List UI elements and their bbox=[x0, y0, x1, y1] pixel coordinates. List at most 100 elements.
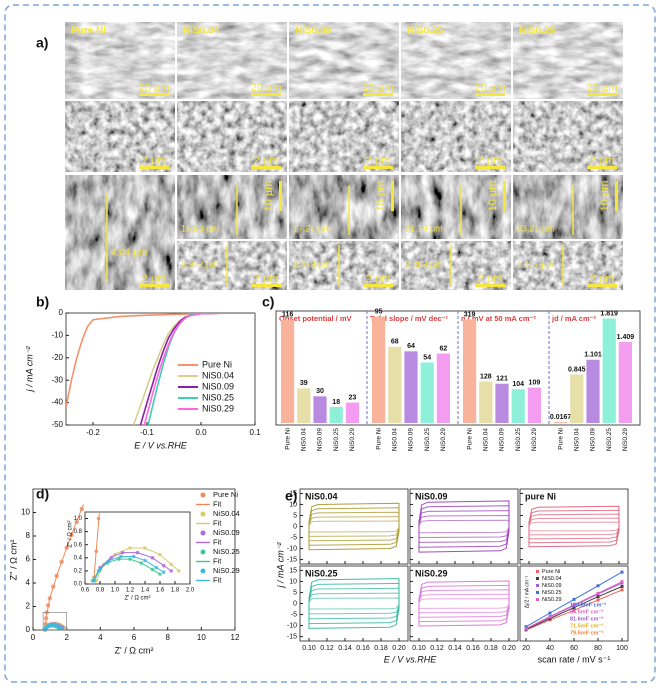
x-axis-label: E / V vs.RHE bbox=[384, 654, 438, 664]
data-point bbox=[572, 603, 576, 607]
x-tick-label: 20 bbox=[522, 645, 530, 652]
column-title: NiS0.09 bbox=[295, 26, 332, 37]
column-title: NiS0.29 bbox=[519, 26, 556, 37]
scale-label: 2 µm bbox=[254, 273, 279, 285]
legend-label: NiS0.04 bbox=[202, 370, 234, 380]
value-label: 1.409 bbox=[617, 334, 635, 341]
y-axis-label: j / mA cm⁻² bbox=[24, 346, 34, 393]
bar bbox=[281, 319, 295, 423]
y-tick-label: 4 bbox=[26, 578, 31, 587]
value-label: 0.845 bbox=[568, 366, 586, 373]
value-label: 54 bbox=[423, 354, 431, 361]
scale-label: 2 µm bbox=[478, 273, 503, 285]
bar bbox=[554, 422, 568, 423]
thickness-label: 4.04 µm bbox=[111, 248, 147, 259]
data-point bbox=[596, 584, 600, 588]
y-tick-label: 15 bbox=[289, 567, 297, 574]
cv-title: NiS0.09 bbox=[415, 491, 448, 501]
data-point bbox=[596, 595, 600, 599]
data-point bbox=[92, 578, 96, 583]
scale-bar bbox=[587, 284, 617, 287]
cv-title: pure Ni bbox=[525, 491, 556, 501]
y-tick-label: -10 bbox=[287, 622, 297, 629]
y-tick-label: -50 bbox=[51, 420, 63, 429]
bar bbox=[463, 319, 477, 423]
sem-image bbox=[65, 22, 175, 99]
group-title: η / mV at 50 mA cm⁻² bbox=[461, 314, 536, 323]
x-tick-label: 80 bbox=[594, 645, 602, 652]
scale-bar bbox=[139, 284, 169, 287]
sem-image bbox=[401, 175, 511, 239]
legend-swatch bbox=[536, 570, 539, 573]
x-tick-label: Pure Ni bbox=[466, 428, 473, 450]
fit-line bbox=[44, 504, 84, 629]
bar bbox=[511, 389, 525, 423]
cv-loop bbox=[418, 500, 510, 553]
x-tick-label: 0 bbox=[31, 633, 36, 642]
value-label: 116 bbox=[282, 312, 293, 319]
annotation: 100.8mF cm⁻² bbox=[570, 601, 606, 608]
legend-swatch bbox=[536, 577, 539, 580]
y-tick-label: 10 bbox=[289, 578, 297, 585]
value-label: 68 bbox=[391, 339, 399, 346]
x-tick-label: 12 bbox=[231, 633, 240, 642]
scale-label: 20 µm bbox=[587, 82, 618, 94]
sem-image bbox=[513, 22, 623, 99]
scale-label: 10 µm bbox=[599, 181, 611, 212]
x-tick-label: 1.4 bbox=[141, 588, 150, 594]
y-tick-label: 10 bbox=[289, 501, 297, 508]
bar bbox=[404, 351, 418, 423]
x-tick-label: NiS0.09 bbox=[590, 428, 597, 452]
x-tick-label: NiS0.04 bbox=[574, 428, 581, 452]
scale-bar bbox=[587, 166, 617, 169]
scale-bar bbox=[363, 166, 393, 169]
x-tick-label: 0.16 bbox=[466, 645, 480, 652]
cv-loop bbox=[418, 593, 510, 614]
x-tick-label: NiS0.29 bbox=[622, 428, 629, 452]
scale-label: 2 µm bbox=[590, 155, 615, 167]
value-label: 23 bbox=[349, 394, 357, 401]
legend-label: NiS0.25 bbox=[213, 547, 240, 556]
sem-image bbox=[513, 101, 623, 172]
x-tick-label: NiS0.04 bbox=[301, 428, 308, 452]
x-tick-label: 0.20 bbox=[502, 645, 516, 652]
value-label: 18 bbox=[332, 399, 340, 406]
legend-label: NiS0.04 bbox=[213, 509, 240, 518]
y-tick-label: -30 bbox=[51, 375, 63, 384]
legend-label: Fit bbox=[213, 575, 222, 584]
value-label: 39 bbox=[300, 380, 308, 387]
data-point bbox=[620, 580, 624, 584]
legend-swatch bbox=[536, 598, 539, 601]
x-tick-label: -0.2 bbox=[86, 428, 100, 437]
scale-label: 10 µm bbox=[375, 181, 387, 212]
x-tick-label: 0.10 bbox=[412, 645, 426, 652]
legend-label: NiS0.09 bbox=[202, 381, 234, 391]
x-tick-label: NiS0.04 bbox=[483, 428, 490, 452]
y-tick-label: 0.0 bbox=[74, 582, 83, 588]
y-tick-label: 0 bbox=[293, 600, 297, 607]
y-tick-label: -40 bbox=[51, 398, 63, 407]
scale-bar bbox=[363, 93, 393, 96]
data-point bbox=[548, 614, 552, 618]
x-tick-label: 1.8 bbox=[171, 588, 180, 594]
value-label: 1.101 bbox=[584, 352, 602, 359]
scale-bar bbox=[251, 166, 281, 169]
x-tick-label: NiS0.29 bbox=[440, 428, 447, 452]
panel-label: c) bbox=[262, 294, 274, 310]
bar bbox=[436, 353, 450, 423]
thickness-label: 2.253 µm bbox=[405, 259, 443, 269]
scale-label: 2 µm bbox=[142, 155, 167, 167]
y-tick-label: 8 bbox=[26, 531, 31, 540]
x-axis-label: scan rate / mV s⁻¹ bbox=[538, 654, 611, 664]
y-tick-label: 0.6 bbox=[74, 542, 83, 548]
panel-label: e) bbox=[285, 488, 297, 504]
legend-swatch bbox=[200, 568, 206, 574]
legend-swatch bbox=[200, 549, 206, 555]
value-label: 1.819 bbox=[600, 310, 618, 317]
x-tick-label: 0.0 bbox=[195, 428, 207, 437]
bar bbox=[479, 381, 493, 423]
legend-label: Fit bbox=[213, 499, 222, 508]
x-tick-label: 4 bbox=[98, 633, 103, 642]
x-tick-label: NiS0.29 bbox=[349, 428, 356, 452]
